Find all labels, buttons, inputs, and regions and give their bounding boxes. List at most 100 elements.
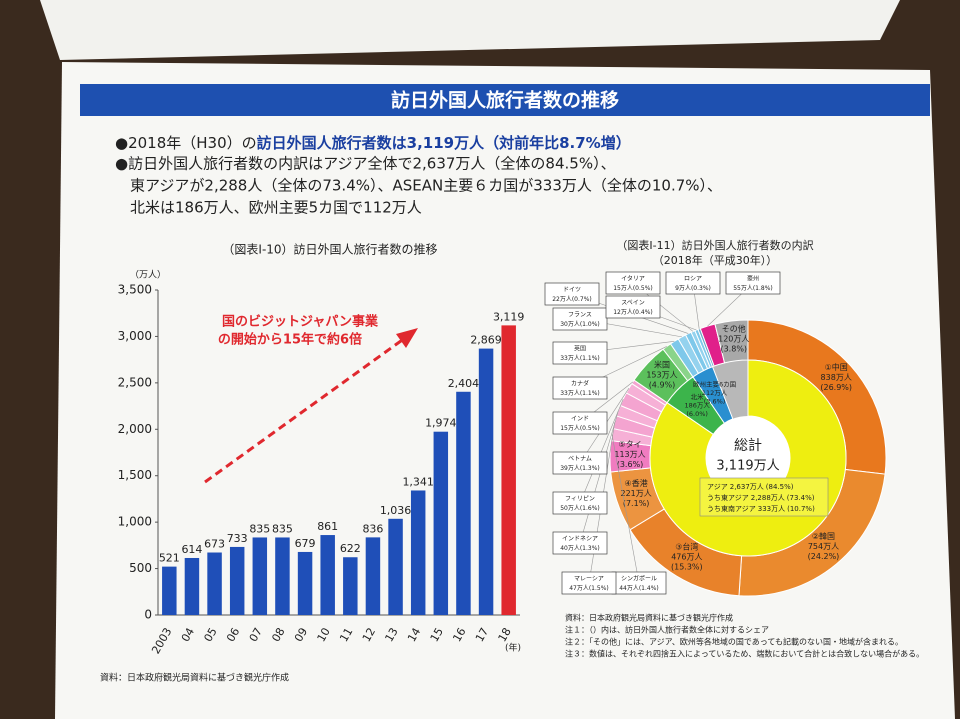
x-tick-label: 15 bbox=[428, 626, 446, 645]
bar bbox=[229, 546, 245, 615]
bar bbox=[162, 566, 177, 615]
y-tick-label: 1,500 bbox=[118, 468, 152, 482]
x-tick-label: 10 bbox=[315, 626, 333, 645]
value-label: 333万人 bbox=[758, 505, 785, 513]
wedge-share: (6.0%) bbox=[686, 410, 708, 418]
annotation: 国のビジットジャパン事業 bbox=[222, 314, 379, 330]
label-box bbox=[605, 295, 661, 319]
label-box bbox=[552, 411, 608, 435]
chart-subtitle: （2018年（平成30年）） bbox=[653, 253, 778, 267]
wedge-value: 12万人(0.4%) bbox=[613, 309, 653, 316]
wedge-share: (15.3%) bbox=[671, 562, 703, 571]
data-label: 835 bbox=[272, 522, 293, 535]
y-tick-label: 1,000 bbox=[118, 515, 152, 529]
y-tick-label: 2,000 bbox=[118, 422, 152, 436]
value-label: 33万人 bbox=[560, 355, 580, 362]
data-label: 2,404 bbox=[448, 377, 480, 390]
share-label: (1.8%) bbox=[753, 285, 773, 292]
wedge-value: 186万人 bbox=[684, 401, 710, 409]
share-label: (1.3%) bbox=[580, 465, 600, 472]
wedge-name: 英国 bbox=[574, 345, 586, 353]
share-label: (1.0%) bbox=[580, 321, 600, 328]
wedge-value: 120万人 bbox=[718, 334, 749, 343]
bar bbox=[478, 348, 494, 615]
x-tick-label: 07 bbox=[247, 626, 265, 645]
share-label: (0.4%) bbox=[633, 309, 653, 316]
wedge-share: (24.2%) bbox=[808, 552, 840, 561]
note: 注２：「その他」には、アジア、欧州等各地域の国であっても記載のない国・地域が含ま… bbox=[565, 637, 903, 647]
wedge-value: 55万人(1.8%) bbox=[733, 285, 773, 292]
y-tick-label: 500 bbox=[129, 561, 152, 575]
bullet: ●2018年（H30）の訪日外国人旅行者数は3,119万人（対前年比8.7%増） bbox=[115, 134, 631, 152]
name: うち東アジア bbox=[707, 493, 749, 502]
wedge-value: 22万人(0.7%) bbox=[552, 296, 592, 303]
center-total: 3,119万人 bbox=[716, 459, 779, 474]
wedge-name: 欧州主要6カ国 bbox=[693, 379, 736, 388]
share-label: (0.5%) bbox=[580, 425, 600, 432]
value-label: 9万人 bbox=[675, 285, 691, 292]
share-label: (0.3%) bbox=[691, 285, 711, 292]
data-label: 861 bbox=[317, 520, 338, 533]
wedge-share: (26.9%) bbox=[820, 383, 852, 392]
annotation: の開始から15年で約6倍 bbox=[218, 332, 362, 348]
bar bbox=[184, 557, 200, 615]
bar bbox=[320, 535, 335, 615]
wedge-value: 754万人 bbox=[808, 542, 839, 551]
wedge-value: 33万人(1.1%) bbox=[560, 355, 600, 362]
data-label: 733 bbox=[227, 532, 248, 545]
wedge-value: 153万人 bbox=[646, 371, 677, 380]
note: 注１：（）内は、訪日外国人旅行者数全体に対するシェア bbox=[565, 625, 769, 635]
share-label: (1.3%) bbox=[580, 545, 600, 552]
wedge-value: 838万人 bbox=[821, 373, 852, 382]
value-label: 55万人 bbox=[733, 285, 753, 292]
x-tick-label: 05 bbox=[202, 626, 220, 645]
bullet-line: 北米は186万人、欧州主要5カ国で112万人 bbox=[130, 199, 422, 217]
y-unit: （万人） bbox=[130, 270, 166, 281]
bar bbox=[365, 537, 381, 615]
share-label: (84.5%) bbox=[766, 483, 794, 491]
wedge-name: ロシア bbox=[684, 276, 702, 283]
bar bbox=[207, 552, 222, 615]
wedge-name: シンガポール bbox=[621, 575, 657, 583]
wedge-name: インドネシア bbox=[562, 536, 598, 543]
bullet-line: 東アジアが2,288人（全体の73.4%）、ASEAN主要６カ国が333万人（全… bbox=[130, 177, 722, 195]
wedge-name: スペイン bbox=[621, 300, 645, 307]
data-label: 679 bbox=[295, 537, 316, 550]
value-label: 2,288万人 bbox=[751, 494, 785, 502]
bar bbox=[275, 537, 290, 615]
leader-line bbox=[611, 434, 640, 584]
paper-behind bbox=[40, 0, 900, 60]
title-bar bbox=[80, 84, 930, 116]
share-label: (10.7%) bbox=[787, 505, 815, 513]
share-label: (73.4%) bbox=[787, 494, 815, 502]
value-label: 30万人 bbox=[560, 321, 580, 328]
wedge-share: (3.8%) bbox=[720, 344, 747, 353]
wedge-name: ①中国 bbox=[825, 362, 848, 372]
arrow-head bbox=[396, 328, 418, 348]
x-tick-label: 12 bbox=[360, 626, 378, 645]
x-tick-label: 16 bbox=[450, 626, 468, 645]
label-box bbox=[552, 531, 608, 555]
data-label: 836 bbox=[362, 522, 383, 535]
leader-line bbox=[579, 410, 619, 544]
leader-line bbox=[579, 399, 624, 504]
label-box bbox=[552, 376, 608, 400]
bar bbox=[297, 551, 313, 615]
x-unit: (年) bbox=[505, 642, 521, 654]
data-label: 673 bbox=[204, 538, 225, 551]
wedge-value: 476万人 bbox=[671, 552, 702, 561]
bullet-emphasis: 訪日外国人旅行者数は3,119万人（対前年比8.7%増） bbox=[257, 134, 631, 152]
value-label: 12万人 bbox=[613, 309, 633, 316]
wedge-name: フランス bbox=[568, 312, 592, 319]
asia-line: アジア 2,637万人 (84.5%) bbox=[707, 483, 794, 491]
wedge-value: 39万人(1.3%) bbox=[560, 465, 600, 472]
bar bbox=[433, 431, 449, 615]
y-tick-label: 0 bbox=[144, 608, 152, 622]
center-title: 総計 bbox=[734, 438, 762, 454]
value-label: 47万人 bbox=[569, 585, 589, 592]
bar bbox=[501, 325, 516, 615]
label-box bbox=[544, 282, 600, 306]
label-box bbox=[725, 271, 781, 295]
name: うち東南アジア bbox=[707, 504, 756, 513]
